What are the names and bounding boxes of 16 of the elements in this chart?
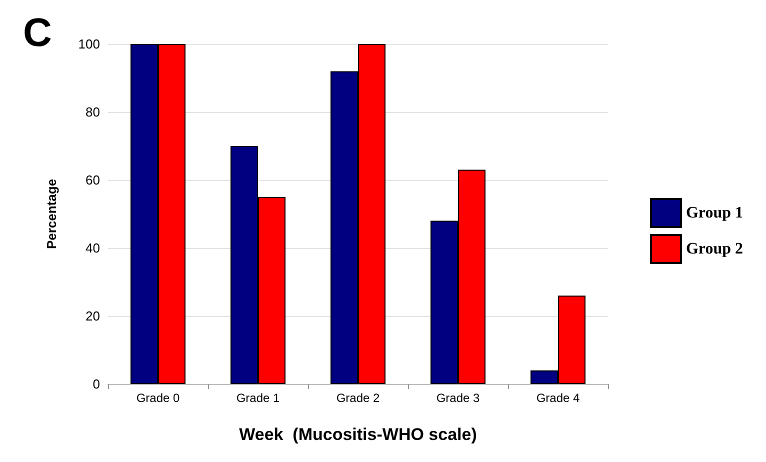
y-tick-label: 40 [86,240,100,256]
x-tick-label: Grade 0 [136,391,180,405]
y-tick-label: 80 [86,104,100,120]
x-tick-label: Grade 1 [236,391,280,405]
x-tick-label: Grade 2 [336,391,380,405]
x-axis-title: Week (Mucositis-WHO scale) [239,425,477,444]
y-tick-label: 20 [86,308,100,324]
chart-title: C [23,11,52,55]
legend-label: Group 1 [686,204,744,222]
y-tick-label: 0 [92,376,100,392]
x-tick-label: Grade 3 [436,391,480,405]
legend-label: Group 2 [686,240,744,258]
x-tick-label: Grade 4 [536,391,580,405]
y-tick-label: 60 [86,172,100,188]
y-axis-title: Percentage [44,178,59,250]
y-tick-label: 100 [78,36,100,52]
